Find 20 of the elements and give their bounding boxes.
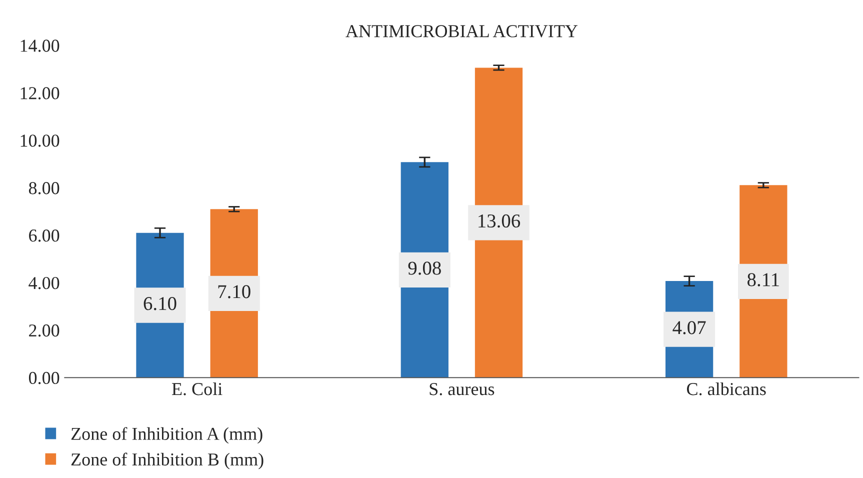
data-label: 6.10	[144, 296, 176, 310]
y-tick-label: 0.00	[28, 372, 60, 384]
y-tick-label: 6.00	[29, 230, 60, 242]
y-tick-label: 4.00	[28, 276, 60, 290]
y-tick-label: 8.00	[28, 182, 60, 194]
data-label: 4.07	[672, 321, 706, 334]
chart-title: ANTIMICROBIAL ACTIVITY	[346, 25, 578, 38]
data-label: 9.08	[408, 262, 441, 275]
y-tick-label: 2.00	[29, 324, 60, 337]
y-tick-label: 10.00	[20, 134, 60, 147]
y-tick-label: 14.00	[20, 40, 60, 52]
data-label: 13.06	[478, 214, 520, 228]
legend-label: Zone of Inhibition B (mm)	[71, 452, 264, 470]
data-label: 8.11	[748, 273, 779, 286]
data-label: 7.10	[218, 285, 250, 298]
x-tick-label: C. albicans	[686, 382, 766, 396]
legend-label: Zone of Inhibition A (mm)	[71, 427, 262, 444]
x-tick-label: E. Coli	[172, 382, 222, 396]
y-tick-label: 12.00	[20, 87, 60, 100]
x-tick-label: S. aureus	[430, 383, 494, 396]
